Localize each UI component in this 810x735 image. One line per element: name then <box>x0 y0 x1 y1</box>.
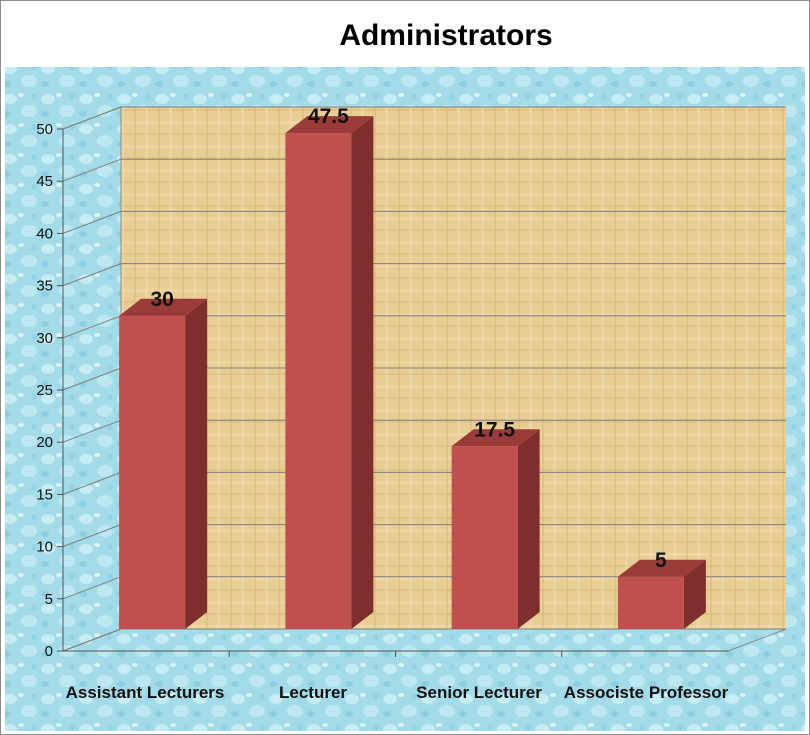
data-label: 17.5 <box>474 418 515 441</box>
bar-top <box>451 429 540 447</box>
chart-layer: 0 5 10 15 20 25 30 35 40 45 50 30 47.5 17.5 5 Assistant… <box>36 105 787 702</box>
bar-side <box>351 116 374 630</box>
bar-top <box>285 116 374 134</box>
gridline-side <box>62 576 122 600</box>
gridline-side <box>62 628 122 652</box>
gridline-side <box>62 210 122 234</box>
gridline-side <box>62 419 122 443</box>
gridline-side <box>62 263 122 287</box>
y-tick-label: 45 <box>36 173 53 190</box>
x-tick-label: Associste Professor <box>564 683 729 702</box>
data-label: 5 <box>655 549 667 572</box>
y-tick-label: 25 <box>36 382 53 399</box>
x-tick-label: Lecturer <box>279 683 347 702</box>
y-tick-label: 30 <box>36 330 53 347</box>
y-tick-label: 0 <box>45 643 53 660</box>
x-tick-label: Assistant Lecturers <box>66 683 225 702</box>
bar-side <box>683 559 706 629</box>
bar-top <box>617 559 706 577</box>
y-tick-label: 10 <box>36 539 53 556</box>
data-label: 30 <box>150 288 173 311</box>
bar-side <box>517 429 540 629</box>
gridline-side <box>62 471 122 495</box>
chart-title: Administrators <box>339 19 553 52</box>
gridline-side <box>62 524 122 548</box>
y-tick-label: 5 <box>45 591 53 608</box>
bar-side <box>185 298 208 629</box>
bar <box>119 315 186 629</box>
bar <box>617 576 684 629</box>
y-tick-label: 35 <box>36 278 53 295</box>
data-label: 47.5 <box>308 105 349 128</box>
x-tick-label: Senior Lecturer <box>416 683 542 702</box>
y-tick-label: 15 <box>36 486 53 503</box>
y-tick-label: 20 <box>36 434 53 451</box>
gridline-side <box>62 158 122 182</box>
gridline-side <box>62 106 122 130</box>
y-tick-label: 50 <box>36 121 53 138</box>
gridline-side <box>62 315 122 339</box>
bar <box>451 446 518 629</box>
bar-top <box>119 298 208 316</box>
bar <box>285 133 352 629</box>
y-tick-label: 40 <box>36 225 53 242</box>
gridline-side <box>62 367 122 391</box>
